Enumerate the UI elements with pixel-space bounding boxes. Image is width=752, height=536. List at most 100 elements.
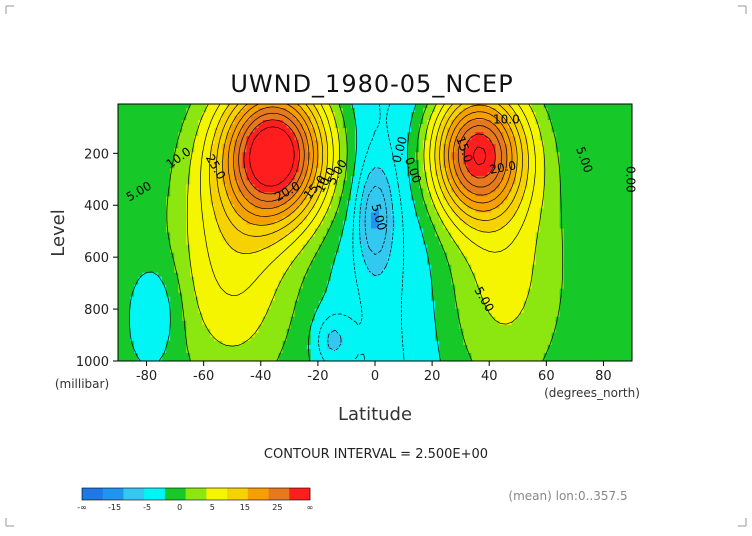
field-cell (411, 136, 416, 141)
field-cell (270, 280, 276, 286)
field-cell (134, 252, 139, 258)
field-cell (138, 204, 143, 210)
field-cell (298, 112, 304, 117)
field-cell (294, 160, 300, 165)
field-cell (338, 136, 344, 141)
field-cell (254, 284, 260, 290)
field-cell (318, 128, 324, 133)
field-cell (362, 116, 368, 121)
field-cell (399, 236, 404, 242)
field-cell (318, 328, 324, 334)
field-cell (366, 164, 372, 169)
field-cell (186, 140, 191, 145)
field-cell (194, 224, 199, 230)
field-cell (318, 120, 324, 125)
field-cell (427, 120, 432, 125)
field-cell (290, 308, 296, 314)
field-cell (154, 332, 159, 338)
field-cell (210, 224, 215, 230)
field-cell (118, 196, 123, 201)
field-cell (302, 164, 308, 169)
field-cell (202, 248, 207, 254)
field-cell (427, 328, 432, 334)
field-cell (342, 344, 348, 350)
field-cell (270, 300, 276, 306)
field-cell (314, 204, 320, 210)
field-cell (154, 140, 159, 145)
field-cell (427, 324, 432, 330)
field-cell (354, 128, 360, 133)
field-cell (134, 104, 139, 109)
field-cell (222, 232, 228, 238)
field-cell (226, 288, 232, 294)
field-cell (407, 316, 412, 322)
field-cell (270, 244, 276, 250)
field-cell (342, 272, 348, 278)
field-cell (322, 204, 328, 210)
field-cell (138, 228, 143, 234)
field-cell (270, 164, 276, 169)
field-cell (222, 140, 228, 145)
field-cell (387, 148, 392, 153)
field-cell (298, 144, 304, 149)
field-cell (334, 168, 340, 173)
field-cell (134, 316, 139, 322)
field-cell (278, 184, 284, 189)
field-cell (407, 232, 412, 238)
field-cell (126, 144, 131, 149)
field-cell (206, 148, 211, 153)
field-cell (375, 308, 380, 314)
field-cell (162, 156, 167, 161)
field-cell (234, 244, 240, 250)
field-cell (250, 324, 256, 330)
field-cell (210, 136, 215, 141)
field-cell (170, 156, 175, 161)
field-cell (342, 140, 348, 145)
field-cell (126, 312, 131, 318)
field-cell (391, 296, 396, 302)
field-cell (162, 336, 167, 342)
field-cell (298, 340, 304, 346)
field-cell (246, 204, 252, 210)
field-cell (126, 344, 131, 350)
field-cell (282, 184, 288, 189)
field-cell (126, 260, 131, 266)
field-cell (238, 212, 244, 218)
field-cell (146, 324, 151, 330)
field-cell (202, 268, 207, 274)
field-cell (318, 132, 324, 137)
field-cell (342, 324, 348, 330)
field-cell (162, 352, 167, 358)
field-cell (146, 172, 151, 177)
field-cell (362, 336, 368, 342)
field-cell (158, 148, 163, 153)
field-cell (306, 340, 312, 346)
field-cell (427, 344, 432, 350)
field-cell (190, 348, 195, 354)
field-cell (170, 116, 175, 121)
field-cell (194, 112, 199, 117)
field-cell (375, 212, 380, 218)
field-cell (383, 132, 388, 137)
field-cell (238, 292, 244, 298)
field-cell (118, 228, 123, 234)
field-cell (282, 260, 288, 266)
field-cell (254, 256, 260, 262)
field-cell (190, 224, 195, 230)
field-cell (358, 180, 364, 185)
field-cell (266, 164, 272, 169)
field-cell (198, 316, 203, 322)
field-cell (370, 340, 376, 346)
field-cell (194, 256, 199, 262)
field-cell (294, 112, 300, 117)
field-cell (342, 348, 348, 354)
field-cell (274, 320, 280, 326)
field-cell (415, 204, 420, 210)
field-cell (415, 304, 420, 310)
field-cell (318, 284, 324, 290)
field-cell (166, 220, 171, 226)
field-cell (383, 308, 388, 314)
field-cell (198, 208, 203, 214)
field-cell (346, 232, 352, 238)
field-cell (146, 340, 151, 346)
